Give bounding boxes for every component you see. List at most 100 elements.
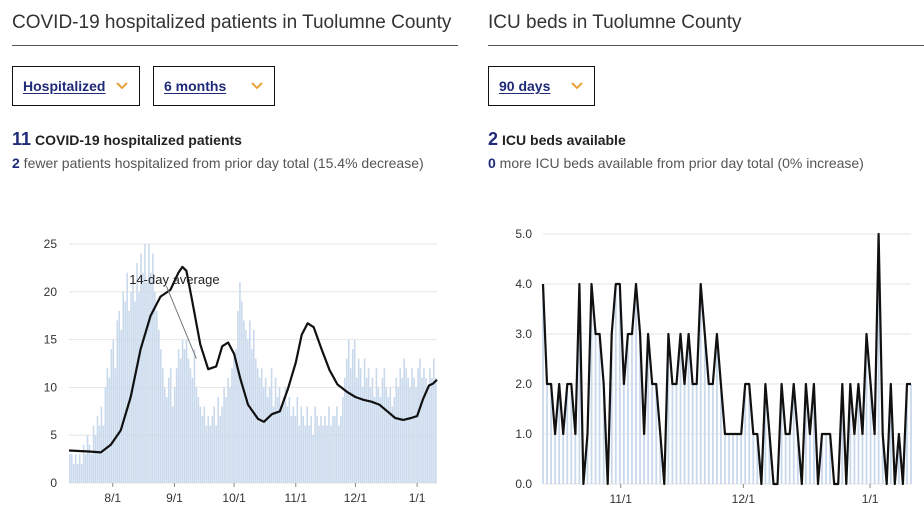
x-tick-label: 1/1 <box>862 492 879 506</box>
bar <box>150 272 152 483</box>
bar <box>431 377 433 483</box>
bar <box>306 406 308 483</box>
bar <box>78 454 81 483</box>
x-tick-label: 12/1 <box>732 492 756 506</box>
bar <box>647 334 650 484</box>
bar <box>570 384 573 484</box>
bar <box>239 282 241 483</box>
bar <box>158 330 160 483</box>
bar <box>219 416 221 483</box>
y-tick-label: 3.0 <box>515 327 532 341</box>
bar <box>229 387 231 483</box>
bar <box>369 387 372 483</box>
x-tick-label: 11/1 <box>609 492 632 506</box>
bar <box>148 244 150 483</box>
bar <box>387 396 390 483</box>
bar <box>707 384 710 484</box>
bar <box>821 434 823 484</box>
bar <box>282 396 285 483</box>
bar <box>336 406 338 483</box>
bar <box>221 406 223 483</box>
bar <box>353 339 356 483</box>
bar <box>328 406 330 483</box>
bar <box>92 425 95 483</box>
bar <box>667 334 670 484</box>
bar <box>419 358 421 483</box>
bar <box>276 396 279 483</box>
bar <box>340 416 342 483</box>
bar <box>373 396 376 483</box>
bar <box>227 377 229 483</box>
bar <box>292 406 295 483</box>
bar <box>175 368 178 483</box>
bar <box>425 377 427 483</box>
bar <box>897 434 900 484</box>
bar <box>748 384 751 484</box>
bar <box>881 434 884 484</box>
bar <box>873 434 876 484</box>
bar <box>294 416 297 483</box>
bar <box>361 387 364 483</box>
bar <box>82 444 85 483</box>
bar <box>889 384 892 484</box>
bar <box>326 425 328 483</box>
bar <box>691 384 694 484</box>
bar <box>639 334 641 484</box>
bar <box>433 358 435 483</box>
bar <box>399 368 401 483</box>
bar <box>235 349 237 483</box>
bar <box>258 377 261 483</box>
bar <box>324 416 326 483</box>
bar <box>112 339 115 483</box>
bar <box>316 416 318 483</box>
bar <box>256 368 259 483</box>
bar <box>602 384 605 484</box>
bar <box>179 358 182 483</box>
bar <box>857 384 860 484</box>
bar <box>906 384 908 484</box>
y-tick-label: 2.0 <box>515 377 532 391</box>
bar <box>100 406 103 483</box>
bar <box>542 284 544 484</box>
bar <box>865 334 868 484</box>
bar <box>106 368 109 483</box>
bar <box>679 334 682 484</box>
x-tick-label: 10/1 <box>222 491 246 505</box>
icu-range-select[interactable]: 90 days <box>488 66 595 106</box>
bar <box>183 349 186 483</box>
bar <box>193 349 196 483</box>
bar <box>199 406 202 483</box>
bar <box>389 387 392 483</box>
chevron-down-icon <box>571 82 583 90</box>
bar <box>635 284 637 484</box>
bar <box>338 425 340 483</box>
bar <box>167 377 170 483</box>
icu-headline-text: ICU beds available <box>502 132 626 148</box>
bar <box>300 406 303 483</box>
bar <box>76 463 79 483</box>
bar <box>618 284 621 484</box>
bar <box>231 368 233 483</box>
bar <box>205 425 208 483</box>
bar <box>177 349 180 483</box>
bar <box>152 253 154 483</box>
bar <box>586 434 589 484</box>
bar <box>829 434 832 484</box>
annotation-label: 14-day average <box>129 272 219 287</box>
bar <box>286 406 289 483</box>
icu-chart: 0.0 1.0 2.0 3.0 4.0 5.0 11/1 12/1 1/1 <box>515 227 912 506</box>
bar <box>233 358 235 483</box>
bar <box>397 387 400 483</box>
metric-select[interactable]: Hospitalized <box>12 66 140 106</box>
bar <box>253 330 255 483</box>
bar <box>209 425 212 483</box>
y-tick-label: 0 <box>50 476 57 490</box>
bar <box>841 384 844 484</box>
bar <box>578 284 581 484</box>
bar <box>272 406 275 483</box>
bar <box>334 416 336 483</box>
bar <box>308 425 310 483</box>
bar <box>732 434 734 484</box>
range-select[interactable]: 6 months <box>153 66 275 106</box>
bar <box>869 384 872 484</box>
